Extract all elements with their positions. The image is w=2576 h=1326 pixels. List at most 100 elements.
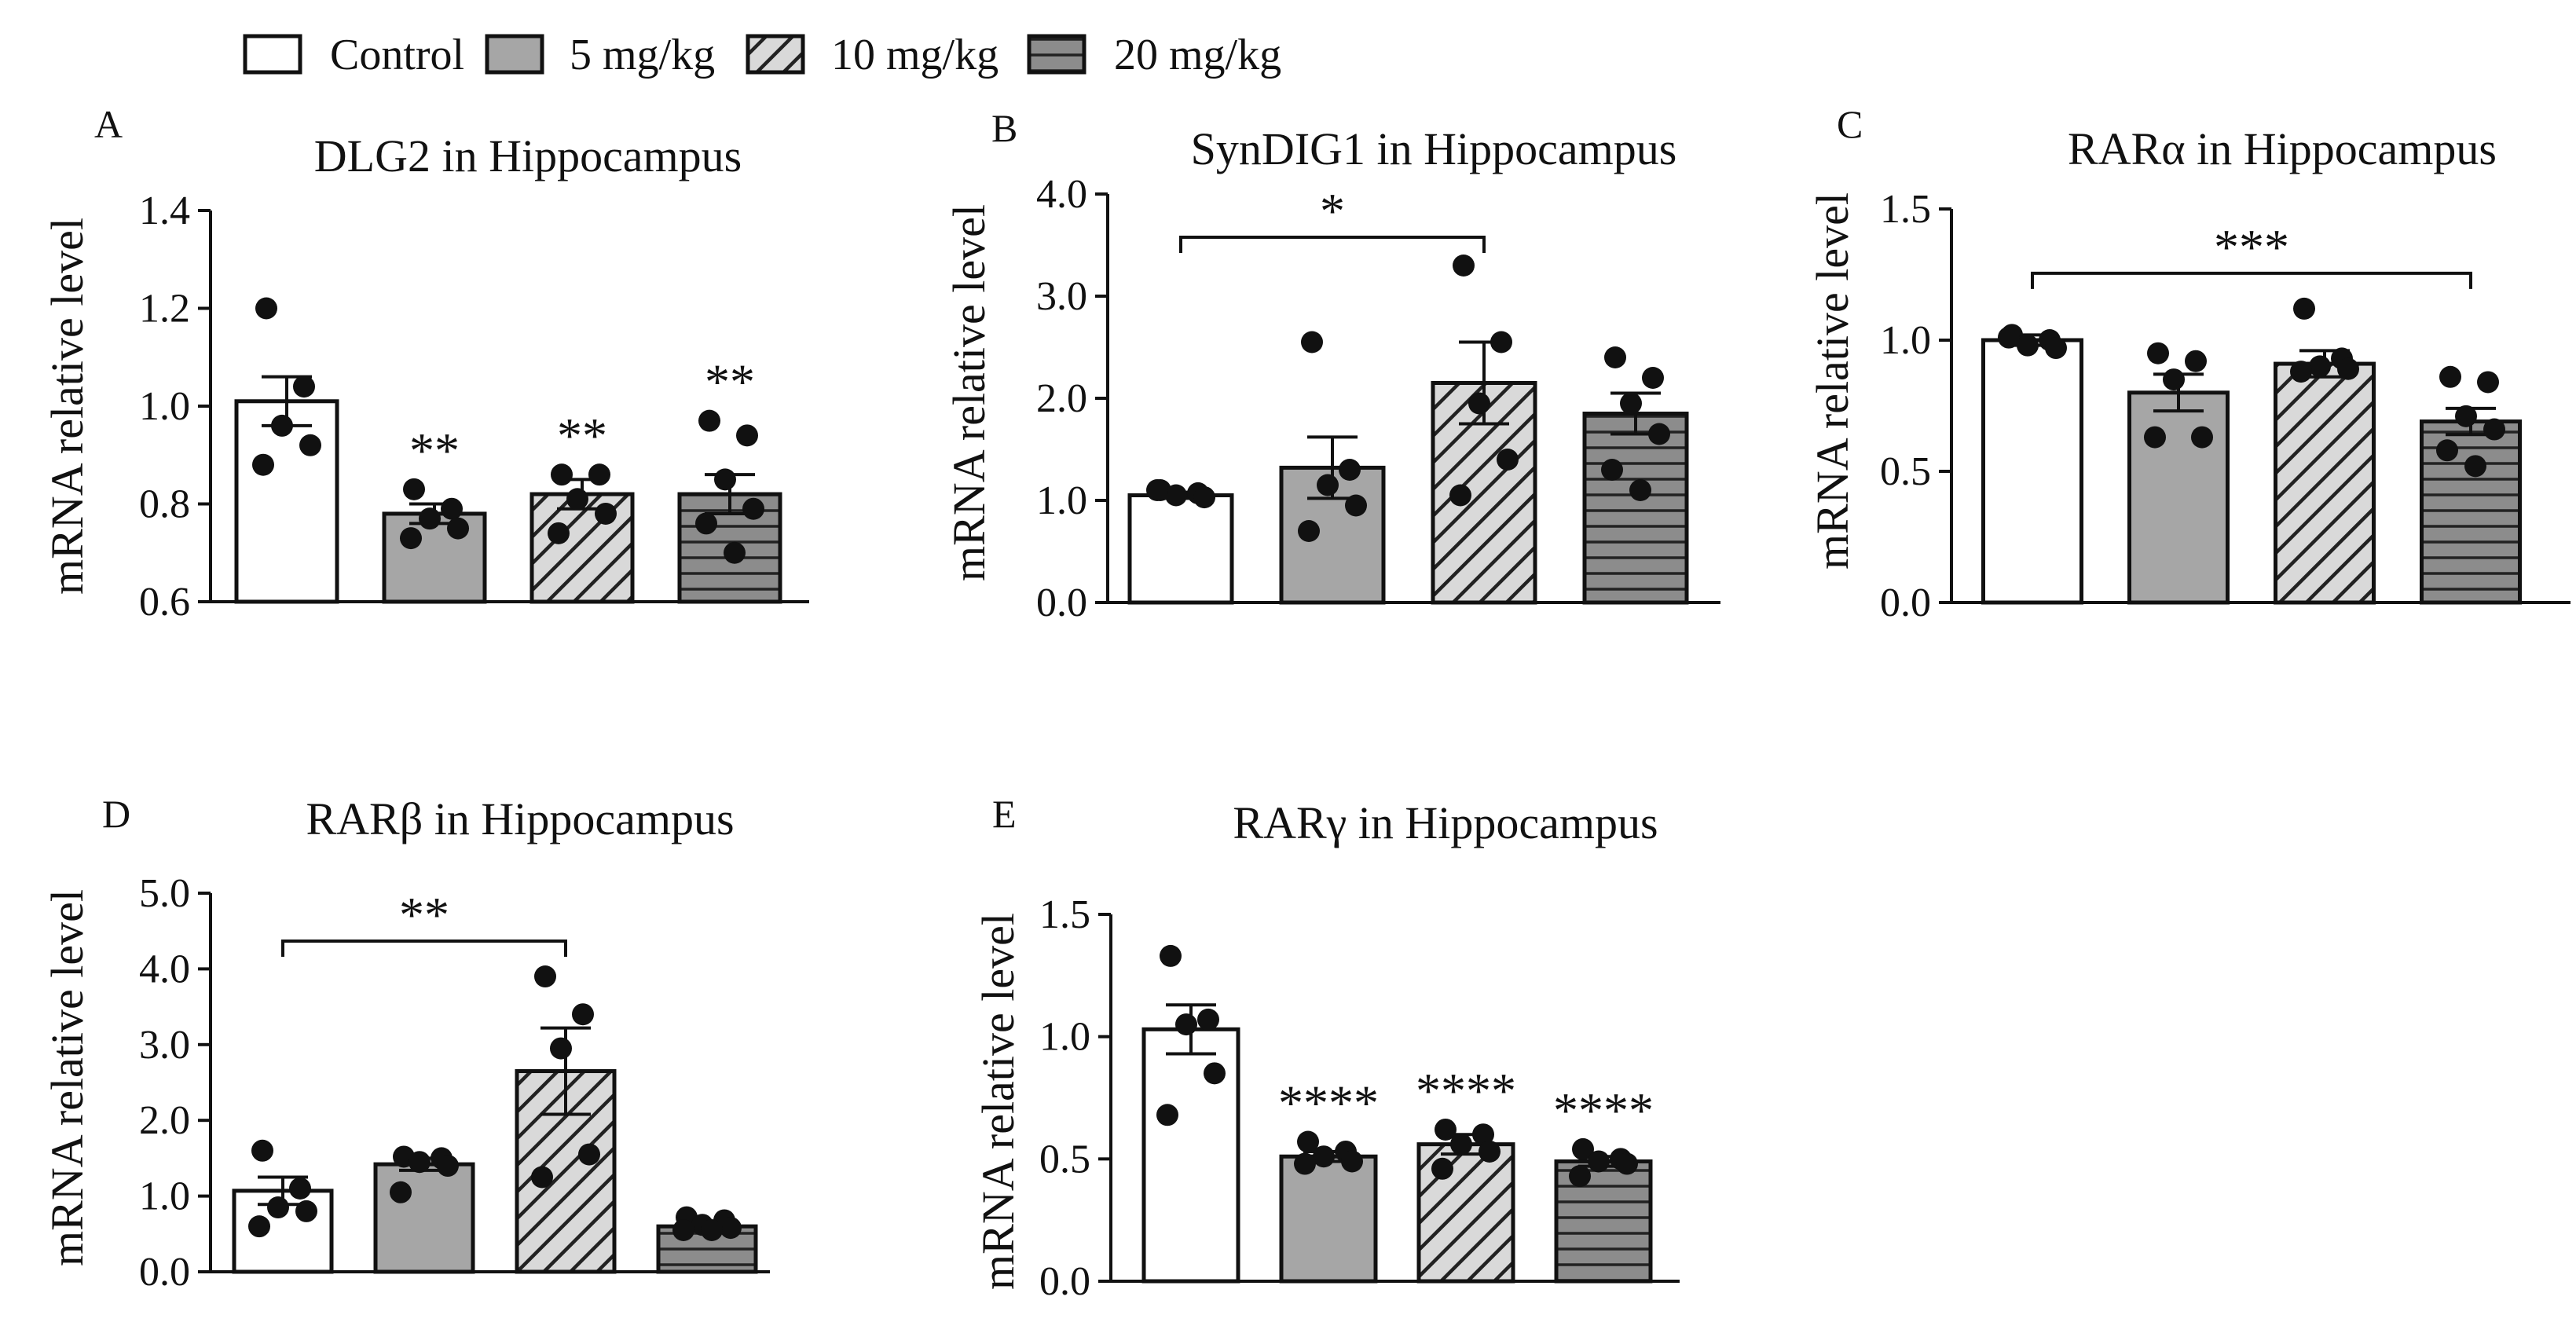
significance-label: **** bbox=[1278, 1075, 1379, 1131]
data-point bbox=[1468, 392, 1490, 415]
data-point bbox=[1204, 1062, 1226, 1085]
data-point bbox=[720, 1217, 742, 1240]
data-point bbox=[2436, 439, 2458, 462]
data-point bbox=[2455, 405, 2477, 427]
chart-title: RARβ in Hippocampus bbox=[306, 793, 734, 844]
data-point bbox=[2293, 297, 2315, 320]
y-tick-label: 0.8 bbox=[139, 482, 190, 527]
data-point bbox=[1998, 326, 2020, 349]
legend-label-10mg: 10 mg/kg bbox=[831, 31, 999, 79]
data-point bbox=[255, 297, 277, 320]
data-point bbox=[548, 522, 570, 544]
data-point bbox=[295, 1200, 317, 1222]
chart-title: RARγ in Hippocampus bbox=[1233, 797, 1658, 848]
legend-swatch-control bbox=[243, 34, 302, 75]
data-point bbox=[2045, 337, 2067, 360]
data-point bbox=[1620, 392, 1642, 415]
y-tick-label: 4.0 bbox=[139, 947, 190, 991]
legend-swatch-10mg bbox=[746, 34, 805, 75]
data-point bbox=[1301, 331, 1323, 353]
data-point bbox=[1313, 1145, 1335, 1168]
panel-b: B SynDIG1 in Hippocampus mRNA relative lev… bbox=[944, 106, 1720, 625]
panel-d: D RARβ in Hippocampus mRNA relative level 0… bbox=[42, 792, 770, 1295]
y-tick-label: 0.5 bbox=[1880, 449, 1931, 494]
data-point bbox=[403, 478, 425, 500]
legend-item-20mg: 20 mg/kg bbox=[1027, 31, 1281, 79]
data-point bbox=[271, 414, 293, 437]
data-point bbox=[1604, 346, 1626, 368]
data-point bbox=[1572, 1137, 1594, 1160]
significance-label: **** bbox=[1416, 1063, 1516, 1119]
data-point bbox=[441, 497, 463, 520]
data-point bbox=[2477, 371, 2499, 394]
data-point bbox=[1156, 1104, 1178, 1126]
y-tick-label: 1.0 bbox=[1039, 1015, 1090, 1060]
panel-c: C RARα in Hippocampus mRNA relative level 0… bbox=[1807, 102, 2571, 625]
panel-letter: D bbox=[102, 792, 130, 836]
data-point bbox=[2309, 355, 2331, 378]
significance-label: ** bbox=[705, 354, 755, 410]
y-tick-label: 0.0 bbox=[1036, 581, 1087, 625]
bar-1 bbox=[1127, 493, 1234, 605]
data-point bbox=[2144, 426, 2166, 449]
significance-label: ** bbox=[409, 423, 460, 478]
data-point bbox=[1648, 423, 1670, 445]
data-point bbox=[409, 1151, 431, 1174]
significance-bracket bbox=[281, 940, 567, 958]
data-point bbox=[2191, 426, 2213, 449]
legend-swatch-20mg bbox=[1027, 34, 1086, 75]
y-tick-label: 0.0 bbox=[1880, 581, 1931, 625]
data-point bbox=[390, 1181, 412, 1203]
data-point bbox=[2439, 365, 2461, 388]
data-point bbox=[1431, 1157, 1453, 1180]
significance-label: **** bbox=[1553, 1082, 1654, 1138]
data-point bbox=[1193, 486, 1215, 509]
data-point bbox=[1146, 479, 1168, 501]
data-point bbox=[1642, 367, 1664, 389]
data-point bbox=[724, 541, 746, 564]
data-point bbox=[299, 434, 321, 456]
data-point bbox=[1435, 1118, 1457, 1141]
data-point bbox=[736, 424, 758, 447]
bar-1 bbox=[1981, 338, 2083, 605]
data-point bbox=[1165, 484, 1187, 507]
data-point bbox=[1588, 1150, 1610, 1173]
data-point bbox=[1341, 1150, 1363, 1173]
y-tick-label: 5.0 bbox=[139, 871, 190, 916]
chart-title: RARα in Hippocampus bbox=[2068, 123, 2497, 174]
y-tick-label: 1.5 bbox=[1880, 187, 1931, 232]
data-point bbox=[1601, 459, 1623, 481]
data-point bbox=[1453, 255, 1475, 277]
bar-4 bbox=[1582, 412, 1689, 605]
y-tick-label: 0.5 bbox=[1039, 1137, 1090, 1181]
y-tick-label: 2.0 bbox=[139, 1098, 190, 1143]
y-tick-label: 1.5 bbox=[1039, 892, 1090, 937]
bar-1 bbox=[1141, 1027, 1240, 1284]
data-point bbox=[2163, 368, 2185, 391]
panel-letter: E bbox=[992, 792, 1017, 836]
data-point bbox=[1497, 449, 1519, 471]
data-point bbox=[1449, 484, 1471, 507]
significance-label: ** bbox=[399, 887, 449, 943]
y-tick-label: 1.0 bbox=[139, 1174, 190, 1219]
data-point bbox=[1297, 1130, 1319, 1153]
data-point bbox=[1629, 479, 1651, 501]
data-point bbox=[437, 1155, 459, 1178]
data-point bbox=[447, 517, 469, 540]
data-point bbox=[742, 497, 764, 520]
data-point bbox=[248, 1215, 270, 1238]
y-axis-label: mRNA relative level bbox=[973, 913, 1024, 1290]
data-point bbox=[1472, 1123, 1494, 1146]
data-point bbox=[1479, 1140, 1501, 1163]
data-point bbox=[672, 1218, 694, 1241]
significance-bracket bbox=[1179, 236, 1486, 253]
data-point bbox=[566, 488, 588, 511]
y-axis-label: mRNA relative level bbox=[42, 218, 93, 595]
data-point bbox=[1490, 331, 1512, 353]
bar-2 bbox=[2127, 390, 2230, 605]
data-point bbox=[2464, 455, 2486, 478]
data-point bbox=[531, 1166, 553, 1189]
data-point bbox=[1175, 1013, 1197, 1036]
data-point bbox=[534, 965, 556, 988]
data-point bbox=[251, 1139, 273, 1162]
